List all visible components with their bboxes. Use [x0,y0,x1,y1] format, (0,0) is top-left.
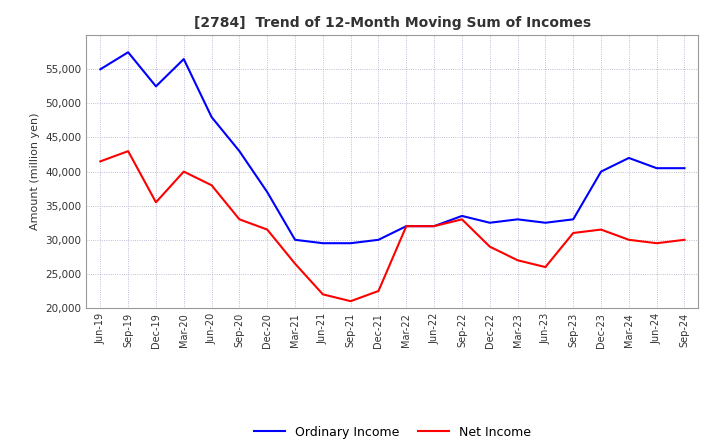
Ordinary Income [346,241,355,246]
Ordinary Income [430,224,438,229]
Net Income [235,216,243,222]
Net Income [541,264,550,270]
Net Income [652,241,661,246]
Net Income [680,237,689,242]
Ordinary Income [318,241,327,246]
Ordinary Income [374,237,383,242]
Y-axis label: Amount (million yen): Amount (million yen) [30,113,40,231]
Ordinary Income [652,165,661,171]
Title: [2784]  Trend of 12-Month Moving Sum of Incomes: [2784] Trend of 12-Month Moving Sum of I… [194,16,591,30]
Net Income [124,148,132,154]
Legend: Ordinary Income, Net Income: Ordinary Income, Net Income [248,421,536,440]
Net Income [152,200,161,205]
Ordinary Income [402,224,410,229]
Ordinary Income [680,165,689,171]
Net Income [569,230,577,235]
Net Income [485,244,494,249]
Ordinary Income [541,220,550,225]
Ordinary Income [179,56,188,62]
Net Income [318,292,327,297]
Ordinary Income [597,169,606,174]
Ordinary Income [235,148,243,154]
Ordinary Income [624,155,633,161]
Net Income [402,224,410,229]
Net Income [513,257,522,263]
Net Income [430,224,438,229]
Ordinary Income [96,66,104,72]
Net Income [374,288,383,293]
Ordinary Income [485,220,494,225]
Line: Net Income: Net Income [100,151,685,301]
Net Income [346,298,355,304]
Ordinary Income [458,213,467,219]
Net Income [207,183,216,188]
Net Income [96,159,104,164]
Ordinary Income [207,114,216,120]
Ordinary Income [291,237,300,242]
Ordinary Income [124,50,132,55]
Net Income [458,216,467,222]
Ordinary Income [569,216,577,222]
Net Income [624,237,633,242]
Ordinary Income [152,84,161,89]
Net Income [597,227,606,232]
Line: Ordinary Income: Ordinary Income [100,52,685,243]
Ordinary Income [263,189,271,194]
Net Income [263,227,271,232]
Ordinary Income [513,216,522,222]
Net Income [291,261,300,266]
Net Income [179,169,188,174]
